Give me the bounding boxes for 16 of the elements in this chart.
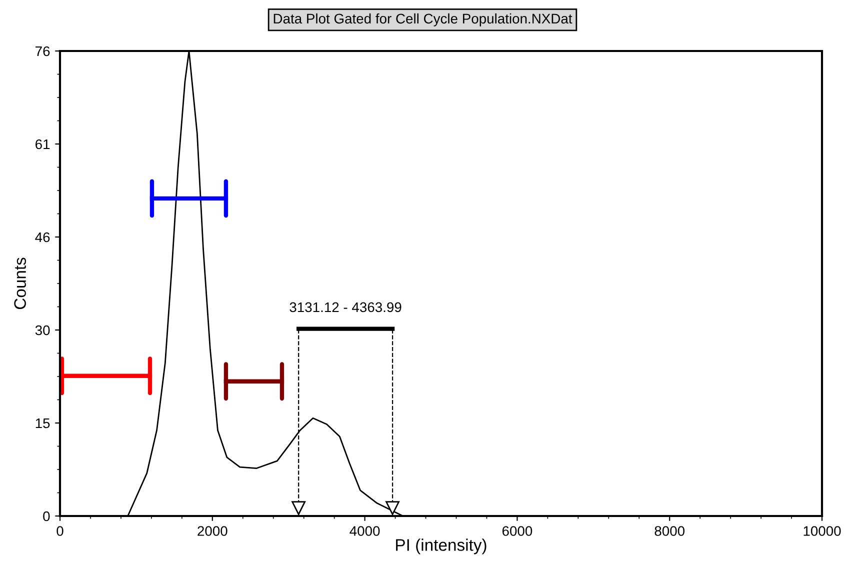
y-tick-label: 15 <box>36 418 50 428</box>
y-tick-label: 61 <box>36 139 50 150</box>
y-tick-label: 0 <box>43 511 50 522</box>
x-tick-label: 0 <box>56 526 64 536</box>
annotation: 3131.12 - 4363.99 <box>290 302 402 312</box>
x-tick-label: 6000 <box>502 526 532 536</box>
y-tick-label: 76 <box>36 46 50 56</box>
y-tick-label: 46 <box>35 232 50 242</box>
x-tick-label: 2000 <box>198 526 228 536</box>
x-tick-label: 8000 <box>654 526 685 536</box>
x-tick-label: 4000 <box>350 526 380 536</box>
chart-title: Data Plot Gated for Cell Cycle Population.NXDat <box>274 13 572 26</box>
x-tick-label: 10000 <box>804 526 841 536</box>
x-axis-title: PI (intensity) <box>396 538 486 554</box>
y-tick-label: 30 <box>35 325 50 336</box>
y-axis-title: Counts <box>14 258 26 310</box>
